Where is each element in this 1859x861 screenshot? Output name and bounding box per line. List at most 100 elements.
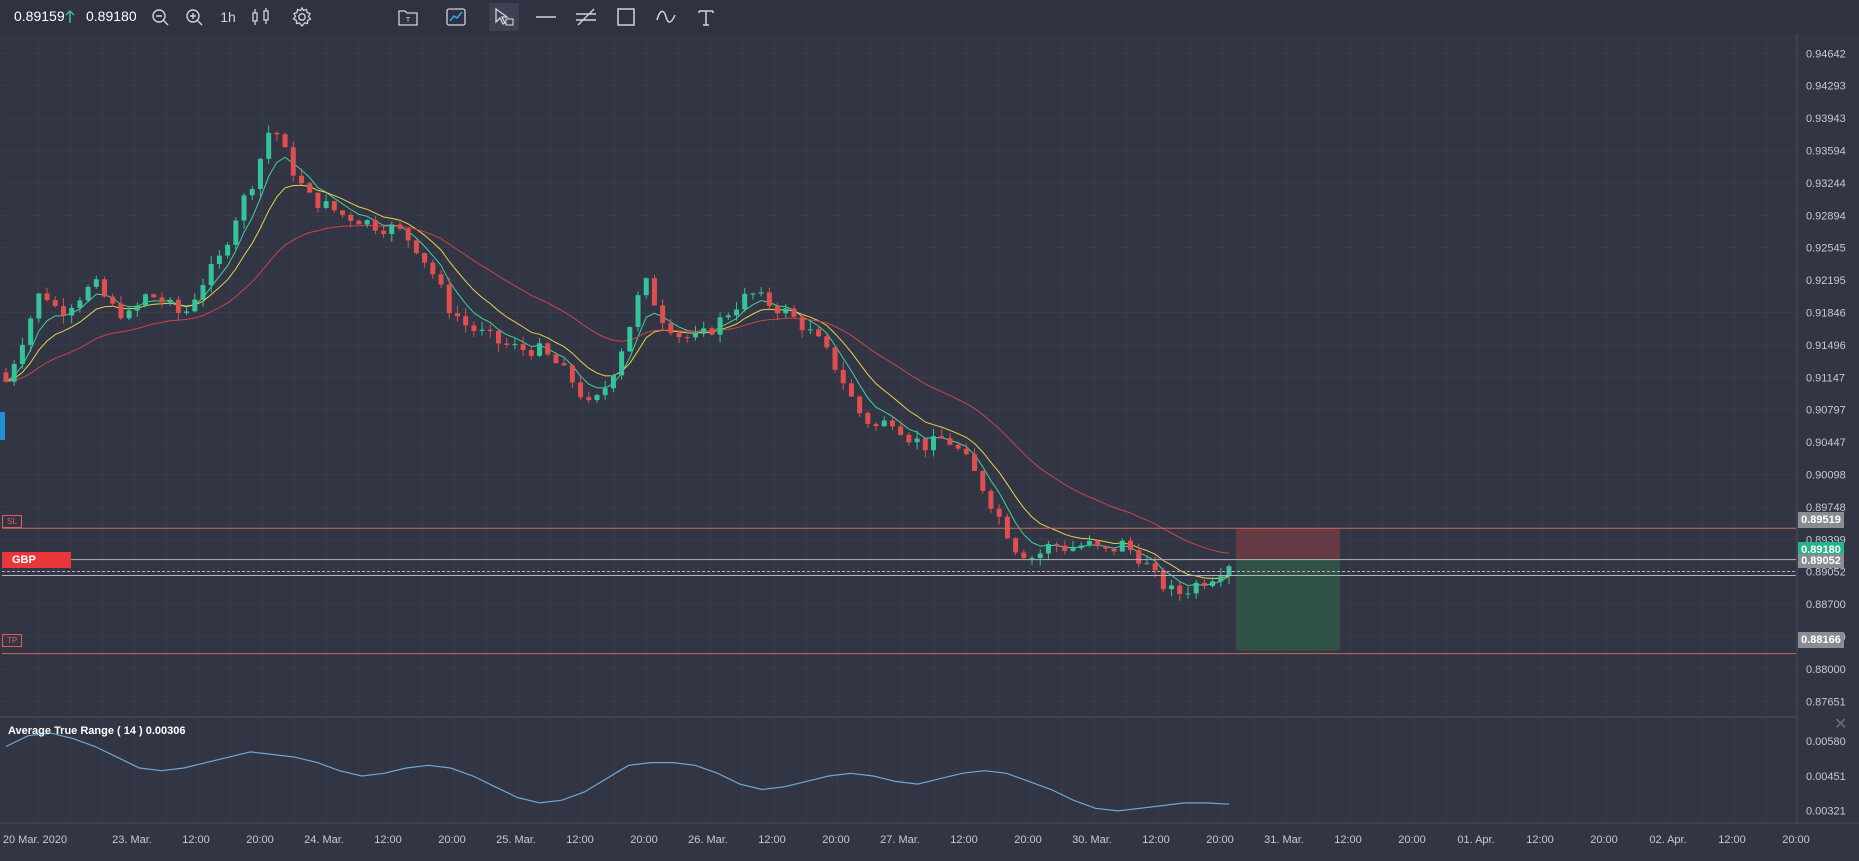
candle-body (857, 396, 863, 413)
time-label: 20:00 (1398, 834, 1426, 846)
candle-body (889, 420, 895, 427)
candle-body (561, 363, 567, 366)
candle-body (1210, 581, 1216, 586)
rectangle-icon[interactable] (611, 3, 641, 31)
price-label: 0.94293 (1806, 81, 1846, 93)
timeframe-button[interactable]: 1h (220, 9, 236, 25)
candle-body (274, 132, 280, 135)
time-label: 20:00 (1206, 834, 1234, 846)
candle-body (257, 158, 263, 189)
atr-indicator: 0.00580 0.00451 0.00321 (5, 732, 1846, 818)
candle-body (200, 285, 206, 300)
horizontal-line-icon[interactable] (531, 3, 561, 31)
time-label: 12:00 (758, 834, 786, 846)
order-lines (2, 527, 1796, 655)
time-label: 20:00 (822, 834, 850, 846)
close-icon[interactable]: ✕ (1834, 716, 1848, 733)
candle-body (3, 372, 9, 382)
cursor-icon[interactable] (489, 3, 519, 31)
candle-body (77, 300, 83, 308)
time-label: 20:00 (1782, 834, 1810, 846)
price-label: 0.89052 (1806, 566, 1846, 578)
risk-zone (1236, 528, 1340, 560)
candle-body (635, 295, 641, 327)
candle-body (1086, 540, 1092, 546)
candle-body (512, 344, 518, 346)
sl-tag[interactable]: SL (2, 515, 22, 528)
sl-price-tag: 0.89519 (1798, 512, 1844, 528)
candle-body (487, 329, 493, 332)
time-label: 23. Mar. (112, 834, 152, 846)
candle-body (725, 315, 731, 318)
candle-body (60, 306, 66, 316)
price-label: 0.87651 (1806, 696, 1846, 708)
candle-body (356, 220, 362, 225)
text-icon[interactable] (691, 3, 721, 31)
reward-zone (1236, 559, 1340, 651)
arrow-up-icon (60, 3, 80, 31)
time-label: 12:00 (1334, 834, 1362, 846)
tp-tag[interactable]: TP (2, 634, 23, 647)
candle-body (537, 343, 543, 356)
candle-body (126, 310, 132, 319)
candle-body (734, 309, 740, 316)
time-label: 20:00 (1590, 834, 1618, 846)
zoom-out-icon[interactable] (145, 3, 175, 31)
candle-body (446, 284, 452, 314)
curve-icon[interactable] (651, 3, 681, 31)
time-label: 01. Apr. (1457, 834, 1494, 846)
channel-icon[interactable] (571, 3, 601, 31)
price-label: 0.88700 (1806, 599, 1846, 611)
candle-body (750, 293, 756, 295)
candle-body (175, 299, 181, 313)
gear-icon[interactable] (287, 3, 317, 31)
candle-body (118, 303, 124, 319)
candle-body (216, 255, 222, 264)
candle-body (980, 471, 986, 491)
candle-body (36, 293, 42, 319)
candle-body (602, 388, 608, 396)
candle-body (331, 201, 337, 211)
candle-body (1054, 543, 1060, 546)
candle-body (939, 436, 945, 439)
position-tag[interactable]: GBP (2, 552, 71, 568)
candlestick-icon[interactable] (246, 3, 276, 31)
time-label: 20:00 (438, 834, 466, 846)
template-icon[interactable]: T (393, 3, 423, 31)
candle-body (381, 230, 387, 235)
candle-body (307, 183, 313, 193)
price-label: 0.94642 (1806, 48, 1846, 60)
candle-body (28, 318, 34, 345)
candle-body (184, 311, 190, 313)
candle-body (758, 292, 764, 294)
left-panel-handle[interactable] (0, 412, 5, 440)
position-zones (1236, 528, 1340, 651)
candle-body (824, 336, 830, 348)
price-label: 0.93943 (1806, 113, 1846, 125)
candle-body (578, 382, 584, 398)
zoom-in-icon[interactable] (179, 3, 209, 31)
indicator-icon[interactable] (441, 3, 471, 31)
candle-body (742, 293, 748, 310)
price-label: 0.91147 (1806, 372, 1845, 384)
candle-body (192, 299, 198, 312)
candle-body (545, 343, 551, 355)
time-label: 12:00 (1526, 834, 1554, 846)
candle-body (709, 328, 715, 335)
candle-body (906, 434, 912, 443)
moving-average-line (5, 184, 1230, 580)
candle-body (1152, 563, 1158, 571)
time-label: 20 Mar. 2020 (3, 834, 67, 846)
candle-body (1128, 540, 1134, 551)
candle-body (1177, 585, 1183, 595)
position-price-tag: 0.89052 (1798, 554, 1844, 568)
time-label: 20:00 (246, 834, 274, 846)
bid-price: 0.89159 (14, 8, 65, 24)
time-label: 27. Mar. (880, 834, 920, 846)
candle-body (430, 262, 436, 275)
candle-body (52, 300, 58, 307)
candle-body (463, 316, 469, 326)
atr-axis-label: 0.00451 (1806, 771, 1846, 783)
candles (3, 125, 1232, 601)
